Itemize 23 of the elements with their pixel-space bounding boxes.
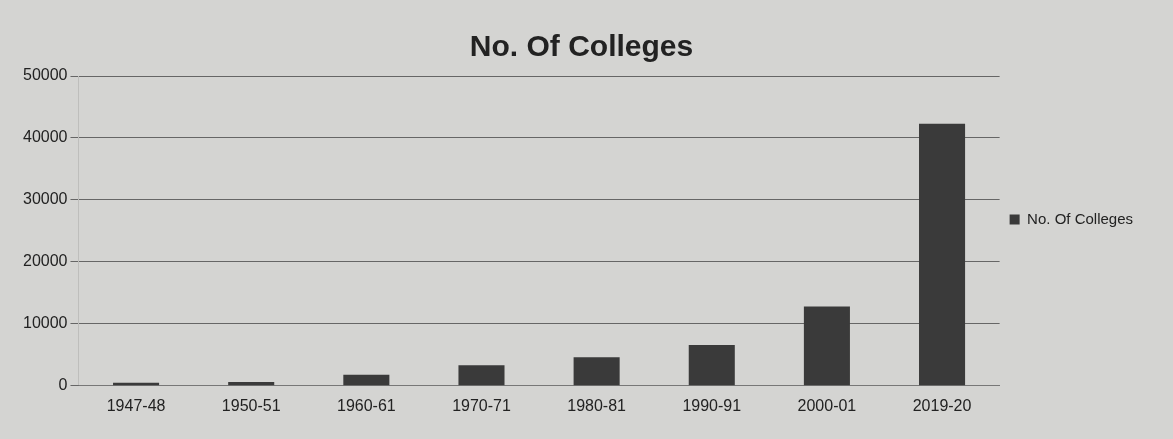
- y-tick-label: 0: [58, 376, 68, 394]
- bar: [228, 382, 275, 386]
- x-tick-label: 1970-71: [452, 396, 511, 414]
- bar: [803, 306, 850, 386]
- bar: [919, 123, 966, 386]
- y-tick-label: 30000: [22, 190, 68, 208]
- y-tick-label: 10000: [22, 314, 68, 332]
- bar: [343, 374, 390, 386]
- x-tick-label: 1990-91: [682, 396, 742, 414]
- chart-title: No. Of Colleges: [469, 29, 694, 63]
- x-tick-label: 1980-81: [567, 396, 627, 414]
- y-tick-label: 20000: [22, 252, 68, 270]
- x-tick-label: 1960-61: [336, 396, 396, 414]
- legend-label: No. Of Colleges: [1027, 209, 1134, 227]
- bar: [573, 357, 620, 386]
- bar: [688, 344, 735, 386]
- y-tick-label: 50000: [22, 66, 68, 84]
- x-tick-label: 1950-51: [221, 396, 281, 414]
- y-tick-label: 40000: [22, 128, 68, 146]
- x-tick-label: 2000-01: [797, 396, 857, 414]
- x-tick-label: 1947-48: [106, 396, 166, 414]
- bar: [458, 365, 505, 386]
- x-tick-label: 2019-20: [912, 396, 972, 414]
